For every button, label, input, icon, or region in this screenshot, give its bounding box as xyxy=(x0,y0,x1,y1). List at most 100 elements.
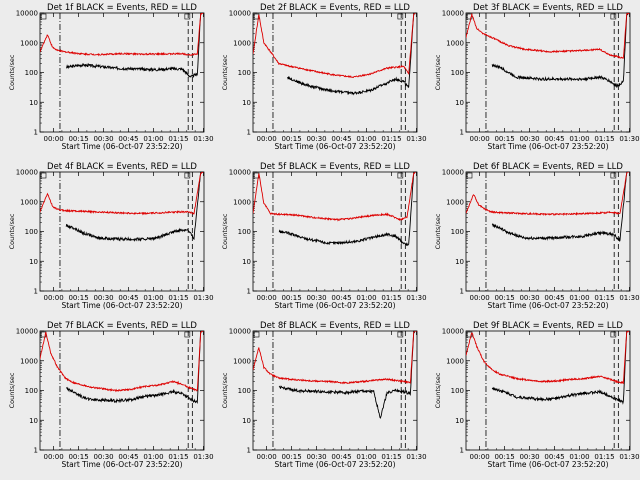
x-tick-label: 00:45 xyxy=(118,135,138,143)
y-tick-label: 10 xyxy=(242,99,251,107)
y-tick-label: 10000 xyxy=(16,10,38,18)
x-tick-label: 00:15 xyxy=(68,294,88,302)
flag-box-right xyxy=(397,331,404,338)
x-tick-label: 01:30 xyxy=(406,294,426,302)
y-axis-label: Counts/sec xyxy=(221,213,229,249)
y-tick-label: 100 xyxy=(451,387,464,395)
events-series-line xyxy=(65,331,203,405)
y-tick-label: 10000 xyxy=(16,328,38,336)
x-tick-label: 00:30 xyxy=(306,294,326,302)
x-tick-label: 00:45 xyxy=(331,294,351,302)
x-tick-label: 01:15 xyxy=(168,294,188,302)
x-tick-label: 00:45 xyxy=(544,294,564,302)
detector-panel-6: Det 6f BLACK = Events, RED = LLD 1 10 100 10… xyxy=(434,162,640,310)
y-tick-label: 100 xyxy=(238,69,251,77)
x-tick-label: 00:15 xyxy=(281,294,301,302)
y-tick-label: 1 xyxy=(247,129,251,137)
x-axis-label: Start Time (06-Oct-07 23:52:20) xyxy=(61,142,182,151)
y-tick-label: 1000 xyxy=(20,198,38,206)
flag-box-left xyxy=(466,172,473,179)
x-tick-label: 01:15 xyxy=(594,294,614,302)
x-tick-label: 01:30 xyxy=(619,135,639,143)
flag-box-right xyxy=(397,13,404,20)
x-tick-label: 00:30 xyxy=(306,453,326,461)
y-tick-label: 1000 xyxy=(20,357,38,365)
y-tick-label: 1000 xyxy=(446,39,464,47)
y-tick-label: 100 xyxy=(451,228,464,236)
x-tick-label: 00:30 xyxy=(519,453,539,461)
events-series-line xyxy=(491,331,629,405)
lld-series-line xyxy=(253,331,417,385)
y-tick-label: 10000 xyxy=(229,328,251,336)
panel-title: Det 3f BLACK = Events, RED = LLD xyxy=(473,3,623,13)
y-axis-label: Counts/sec xyxy=(8,213,16,249)
y-axis-label: Counts/sec xyxy=(434,54,442,90)
x-tick-label: 00:45 xyxy=(118,294,138,302)
x-tick-label: 00:30 xyxy=(306,135,326,143)
flag-box-right xyxy=(184,13,191,20)
flag-box-right xyxy=(397,172,404,179)
x-tick-label: 01:00 xyxy=(356,135,376,143)
y-tick-label: 10 xyxy=(455,99,464,107)
panel-title: Det 1f BLACK = Events, RED = LLD xyxy=(47,3,197,13)
x-tick-label: 00:00 xyxy=(257,135,277,143)
events-series-line xyxy=(287,13,416,96)
x-tick-label: 01:00 xyxy=(356,294,376,302)
y-tick-label: 1 xyxy=(247,447,251,455)
x-axis-label: Start Time (06-Oct-07 23:52:20) xyxy=(274,142,395,151)
x-tick-label: 01:00 xyxy=(356,453,376,461)
y-tick-label: 1000 xyxy=(446,357,464,365)
x-tick-label: 01:00 xyxy=(143,135,163,143)
x-tick-label: 01:15 xyxy=(594,135,614,143)
x-tick-label: 00:45 xyxy=(118,453,138,461)
panel-title: Det 4f BLACK = Events, RED = LLD xyxy=(47,162,197,172)
x-axis-label: Start Time (06-Oct-07 23:52:20) xyxy=(487,460,608,469)
x-tick-label: 00:00 xyxy=(470,135,490,143)
y-tick-label: 100 xyxy=(238,228,251,236)
detector-panel-8: Det 8f BLACK = Events, RED = LLD 1 10 100 10… xyxy=(221,321,427,469)
lld-series-line xyxy=(466,172,630,217)
y-tick-label: 1000 xyxy=(446,198,464,206)
events-series-line xyxy=(278,172,417,247)
y-tick-label: 100 xyxy=(25,69,38,77)
x-tick-label: 01:30 xyxy=(406,453,426,461)
x-tick-label: 00:30 xyxy=(519,135,539,143)
x-tick-label: 01:15 xyxy=(381,453,401,461)
detector-panel-5: Det 5f BLACK = Events, RED = LLD 1 10 100 10… xyxy=(221,162,427,310)
y-tick-label: 1 xyxy=(34,447,38,455)
y-tick-label: 100 xyxy=(25,228,38,236)
x-axis-label: Start Time (06-Oct-07 23:52:20) xyxy=(487,142,608,151)
flag-box-left xyxy=(40,172,47,179)
x-tick-label: 00:00 xyxy=(257,294,277,302)
x-axis-label: Start Time (06-Oct-07 23:52:20) xyxy=(274,301,395,310)
panel-title: Det 6f BLACK = Events, RED = LLD xyxy=(473,162,623,172)
x-tick-label: 00:15 xyxy=(68,453,88,461)
x-tick-label: 01:15 xyxy=(381,294,401,302)
panel-title: Det 5f BLACK = Events, RED = LLD xyxy=(260,162,410,172)
y-tick-label: 1 xyxy=(247,288,251,296)
detector-panel-7: Det 7f BLACK = Events, RED = LLD 1 10 100 10… xyxy=(8,321,214,469)
y-tick-label: 1 xyxy=(460,288,464,296)
detector-panel-3: Det 3f BLACK = Events, RED = LLD 1 10 100 10… xyxy=(434,3,640,151)
x-tick-label: 01:15 xyxy=(168,135,188,143)
x-tick-label: 01:30 xyxy=(193,294,213,302)
panel-title: Det 7f BLACK = Events, RED = LLD xyxy=(47,321,197,331)
panel-title: Det 9f BLACK = Events, RED = LLD xyxy=(473,321,623,331)
y-tick-label: 1 xyxy=(460,129,464,137)
events-series-line xyxy=(278,331,417,419)
y-tick-label: 10 xyxy=(242,417,251,425)
y-tick-label: 1000 xyxy=(20,39,38,47)
y-tick-label: 10 xyxy=(242,258,251,266)
x-tick-label: 00:00 xyxy=(44,453,64,461)
y-tick-label: 1000 xyxy=(233,357,251,365)
x-tick-label: 00:45 xyxy=(331,453,351,461)
y-tick-label: 10000 xyxy=(16,169,38,177)
y-tick-label: 10 xyxy=(29,258,38,266)
y-tick-label: 10000 xyxy=(442,10,464,18)
x-tick-label: 00:00 xyxy=(470,453,490,461)
x-tick-label: 01:30 xyxy=(619,294,639,302)
y-tick-label: 100 xyxy=(451,69,464,77)
lld-series-line xyxy=(466,13,630,59)
x-tick-label: 00:15 xyxy=(281,453,301,461)
